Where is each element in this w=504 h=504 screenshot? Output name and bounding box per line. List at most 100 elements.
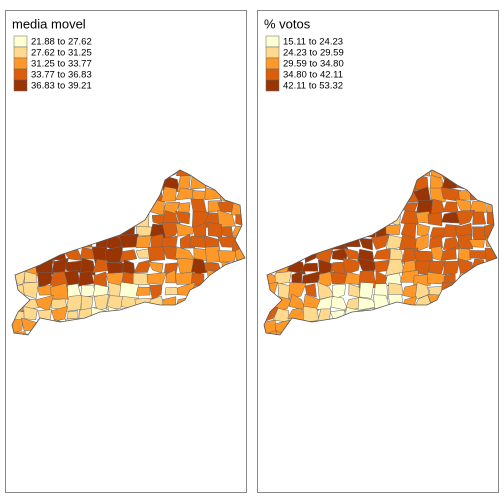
municipality [499,200,504,214]
municipality [454,282,473,298]
municipality [231,236,245,253]
municipality [24,236,38,251]
municipality [217,250,237,263]
municipality [471,329,487,335]
municipality [303,330,321,335]
municipality [149,284,163,301]
municipality [343,186,364,203]
municipality [105,245,123,264]
municipality [372,199,389,217]
municipality [96,187,111,203]
municipality [175,222,195,237]
municipality [277,237,291,249]
municipality [137,177,149,191]
municipality [21,187,36,204]
municipality [428,319,447,335]
municipality [372,318,391,333]
municipality [330,170,347,181]
municipality [93,221,109,239]
legend-label: 42.11 to 53.32 [283,81,343,92]
municipality [264,222,279,238]
municipality [455,331,475,335]
municipality [301,170,319,178]
panel-frame [5,10,247,493]
municipality [132,319,152,333]
municipality [133,259,153,273]
municipality [79,209,94,227]
municipality [264,199,274,214]
municipality [36,210,53,229]
municipality [24,211,38,224]
municipality [442,331,461,335]
municipality [203,317,220,335]
municipality [483,332,497,335]
municipality [119,249,138,263]
municipality [93,170,108,180]
legend-swatch [13,35,28,48]
municipality [343,222,359,239]
municipality [442,201,459,214]
municipality [217,309,233,324]
municipality [288,245,303,263]
legend-label: 36.83 to 39.21 [31,81,92,92]
municipality [232,269,245,288]
municipality [106,177,125,192]
municipality [315,319,333,335]
municipality [232,261,245,275]
municipality [403,318,419,335]
municipality [35,170,56,177]
legend-swatch [265,79,280,92]
municipality [151,331,167,335]
municipality [361,320,376,332]
municipality [386,319,403,335]
municipality [470,258,486,276]
municipality [248,225,264,239]
municipality [274,271,292,285]
municipality [329,222,348,238]
municipality [235,214,245,227]
municipality [372,212,388,227]
municipality [328,188,348,204]
municipality [51,257,69,276]
state-outline [11,169,246,336]
municipality [472,310,488,324]
municipality [22,222,38,240]
municipality [288,199,305,216]
municipality [177,334,193,335]
municipality [217,318,234,334]
municipality [148,306,166,323]
municipality [105,334,125,335]
municipality [469,271,487,287]
municipality [133,188,153,199]
municipality [373,248,391,260]
municipality [62,186,82,201]
municipality [301,262,319,272]
municipality [357,170,377,180]
municipality [235,189,245,204]
municipality [12,319,23,335]
municipality [21,317,41,331]
municipality [412,330,430,335]
municipality [120,308,139,324]
municipality [217,175,238,192]
municipality [457,306,474,325]
municipality [63,330,83,335]
municipality [50,178,67,189]
legend-swatch [265,68,280,81]
municipality [12,187,25,204]
municipality [12,174,28,191]
municipality [91,173,111,188]
municipality [246,187,261,199]
municipality [372,294,392,313]
legend-label: 31.25 to 33.77 [31,59,92,70]
municipality [12,198,26,214]
municipality [441,170,458,180]
municipality [385,224,401,235]
municipality [373,170,392,180]
municipality [217,270,234,283]
municipality [78,270,95,287]
legend-label: 21.88 to 27.62 [31,37,92,48]
municipality [317,170,335,177]
municipality [264,170,278,177]
municipality [244,174,245,191]
